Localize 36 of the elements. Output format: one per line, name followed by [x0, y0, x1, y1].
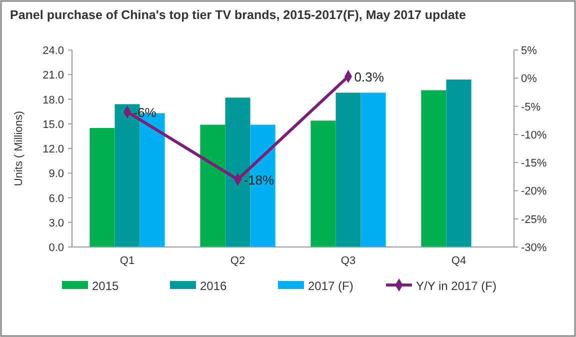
bar	[360, 92, 386, 247]
bar	[90, 128, 115, 247]
data-label: 0.3%	[354, 69, 384, 84]
bar	[310, 120, 336, 247]
chart-title: Panel purchase of China's top tier TV brands, 2015-2017(F), May 2017 update	[10, 8, 466, 22]
y2-tick-label: -20%	[521, 186, 547, 198]
x-tick-label: Q1	[120, 255, 135, 267]
x-tick-label: Q4	[451, 255, 466, 267]
legend-label: Y/Y in 2017 (F)	[416, 279, 496, 293]
bar	[446, 80, 472, 247]
x-tick-label: Q2	[230, 255, 246, 267]
x-tick-label: Q3	[340, 255, 356, 267]
y2-tick-label: -30%	[521, 242, 547, 254]
y-tick-label: 24.0	[42, 45, 64, 57]
y2-tick-label: -15%	[521, 158, 547, 170]
legend-label: 2017 (F)	[308, 279, 354, 293]
y-tick-label: 3.0	[48, 217, 64, 230]
bar	[200, 124, 226, 247]
y2-tick-label: -5%	[521, 101, 541, 114]
y2-tick-label: -10%	[521, 129, 547, 142]
y-axis-title: Units ( Millions)	[13, 110, 25, 186]
legend-label: 2016	[200, 279, 228, 293]
bar	[421, 90, 446, 247]
y-tick-label: 9.0	[48, 168, 64, 180]
y-tick-label: 0.0	[48, 242, 64, 254]
y-tick-label: 15.0	[42, 118, 64, 131]
y2-tick-label: 0%	[521, 73, 538, 86]
data-label: -18%	[244, 172, 275, 188]
y-tick-label: 21.0	[42, 70, 64, 82]
y-tick-label: 6.0	[48, 192, 64, 205]
y2-tick-label: 5%	[521, 45, 538, 57]
y2-tick-label: -25%	[521, 214, 547, 226]
y-tick-label: 12.0	[42, 144, 64, 156]
legend-label: 2015	[92, 279, 120, 293]
y-tick-label: 18.0	[42, 94, 64, 106]
bar	[336, 92, 361, 247]
